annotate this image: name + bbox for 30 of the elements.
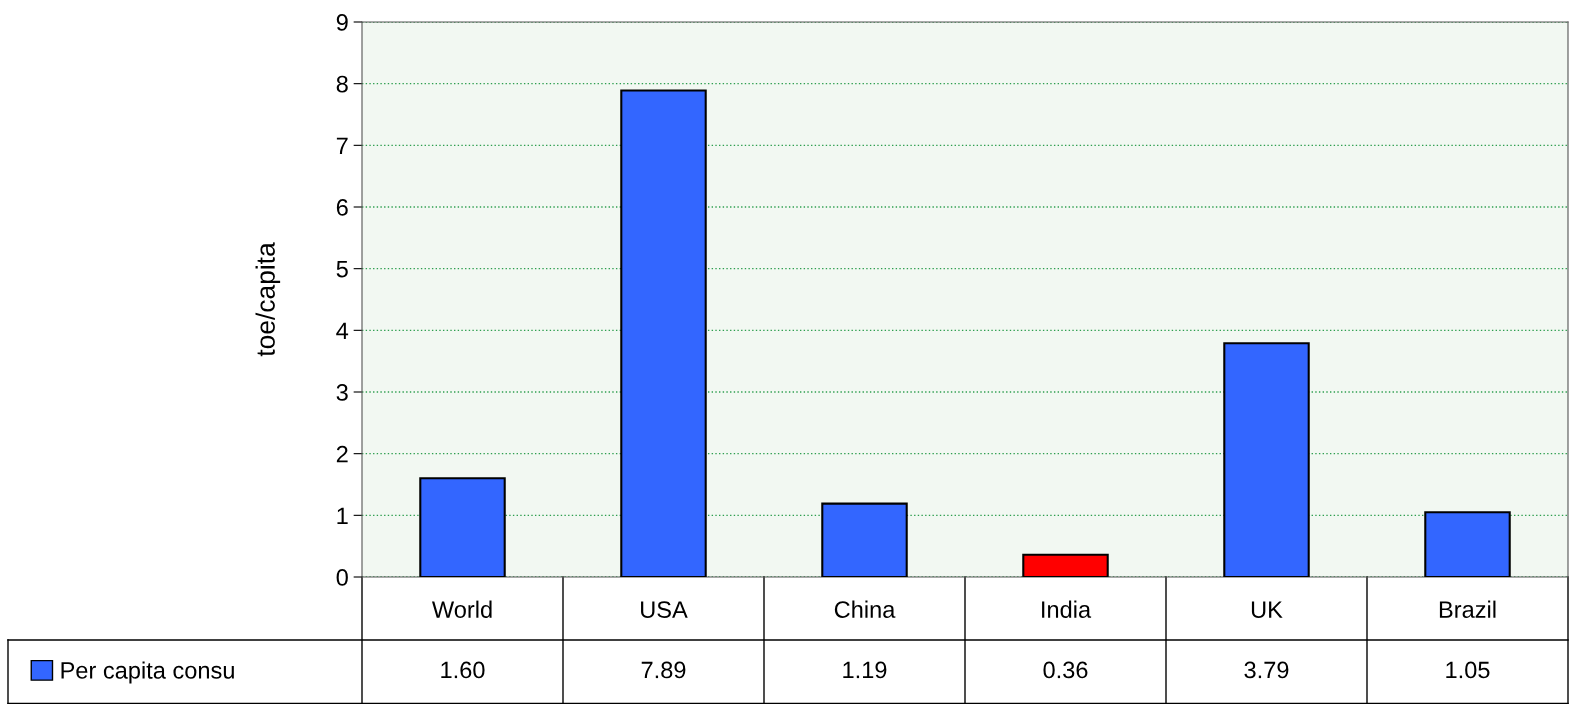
y-tick-label: 0 [336,569,348,586]
data-label: 1.60 [441,661,485,679]
bar [1022,553,1109,577]
data-label: 0.36 [1043,661,1088,679]
x-tick-label: USA [641,601,688,618]
x-tick-label: India [1042,600,1092,618]
data-label: 1.05 [1446,661,1490,679]
bar [620,89,707,577]
y-tick-label: 6 [336,199,348,216]
y-tick-label: 5 [336,260,348,278]
y-tick-label: 8 [336,75,348,93]
data-label: 1.19 [843,661,887,679]
x-tick-label: China [834,600,896,618]
bar [419,477,506,577]
y-tick-label: 7 [336,137,348,154]
bar [821,502,908,577]
y-tick-label: 4 [336,322,349,339]
x-tick-label: World [431,600,492,618]
y-tick-label: 1 [337,507,348,524]
x-tick-label: Brazil [1439,600,1496,618]
x-tick-label: UK [1251,601,1283,618]
y-tick-label: 9 [336,14,348,31]
bar [1424,511,1511,577]
y-tick-label: 3 [336,384,348,401]
bar [1223,342,1310,577]
legend-label: Per capita consu [61,661,234,684]
data-label: 7.89 [641,661,686,679]
y-axis-title: toe/capita [255,242,281,357]
y-tick-label: 2 [336,445,348,463]
data-label: 3.79 [1244,661,1289,679]
